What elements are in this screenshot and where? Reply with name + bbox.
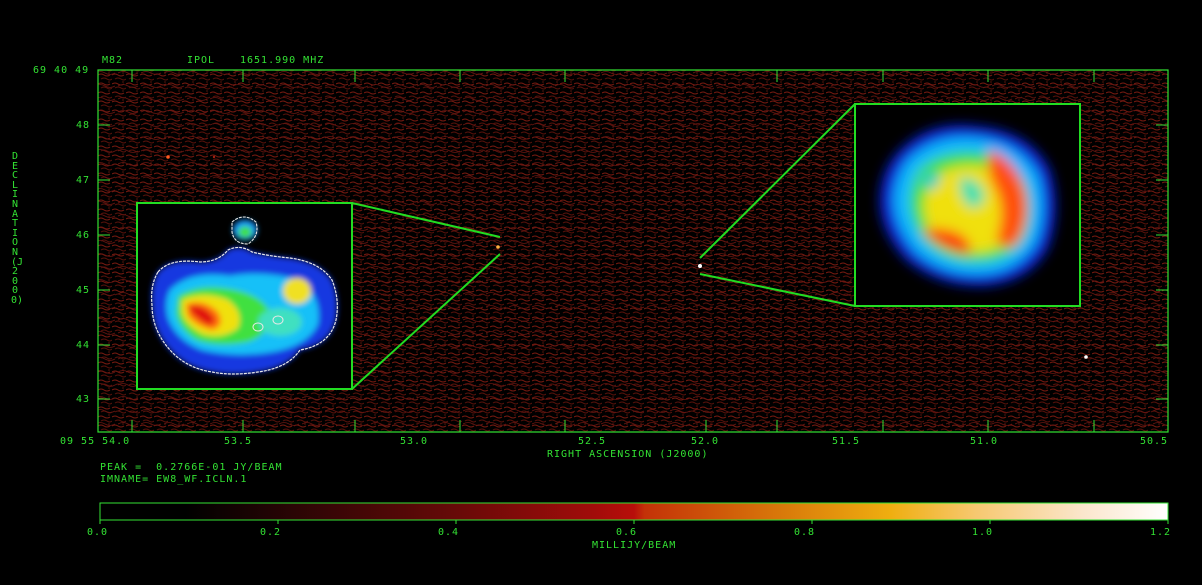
image-name-label: IMNAME= EW8_WF.ICLN.1 [100,474,248,485]
colorbar-tick-label: 0.8 [794,527,816,538]
y-tick-label: 47 [76,175,91,186]
inset-connectors [351,103,856,390]
frequency-label: 1651.990 MHZ [240,55,325,66]
y-axis-ticks [98,124,1168,400]
y-origin-label: 69 40 49 [33,65,90,76]
colorbar-tick-label: 0.2 [260,527,282,538]
y-axis-title: DECLINATION (J2000) [11,151,24,306]
x-tick-label: 53.5 [224,436,253,447]
y-tick-label: 46 [76,230,91,241]
point-sources [166,155,1088,359]
point-source [698,264,702,268]
x-tick-label: 52.0 [691,436,720,447]
colorbar-tick-label: 0.0 [87,527,109,538]
point-source [1084,355,1088,359]
y-tick-label: 48 [76,120,91,131]
colorbar-tick-label: 1.0 [972,527,994,538]
x-axis-ticks [131,70,1095,432]
x-tick-label: 50.5 [1140,436,1169,447]
point-source [166,155,170,159]
point-source [212,155,216,159]
colorbar-tick-label: 1.2 [1150,527,1172,538]
x-tick-label: 53.0 [400,436,429,447]
y-tick-label: 43 [76,394,91,405]
inset-left [136,202,353,390]
y-tick-label: 44 [76,340,91,351]
point-source [496,245,500,249]
x-tick-label: 51.0 [970,436,999,447]
colorbar [99,502,1169,524]
source-name: M82 [102,55,124,66]
inset-right [854,103,1081,307]
stokes-label: IPOL [187,55,216,66]
peak-label: PEAK = 0.2766E-01 JY/BEAM [100,462,283,473]
x-tick-label: 51.5 [832,436,861,447]
colorbar-tick-label: 0.4 [438,527,460,538]
x-tick-label: 52.5 [578,436,607,447]
y-tick-label: 45 [76,285,91,296]
x-axis-title: RIGHT ASCENSION (J2000) [547,449,709,460]
colorbar-title: MILLIJY/BEAM [592,540,677,551]
x-origin-label: 09 55 54.0 [60,436,131,447]
colorbar-ticks [99,520,1169,524]
colorbar-tick-label: 0.6 [616,527,638,538]
